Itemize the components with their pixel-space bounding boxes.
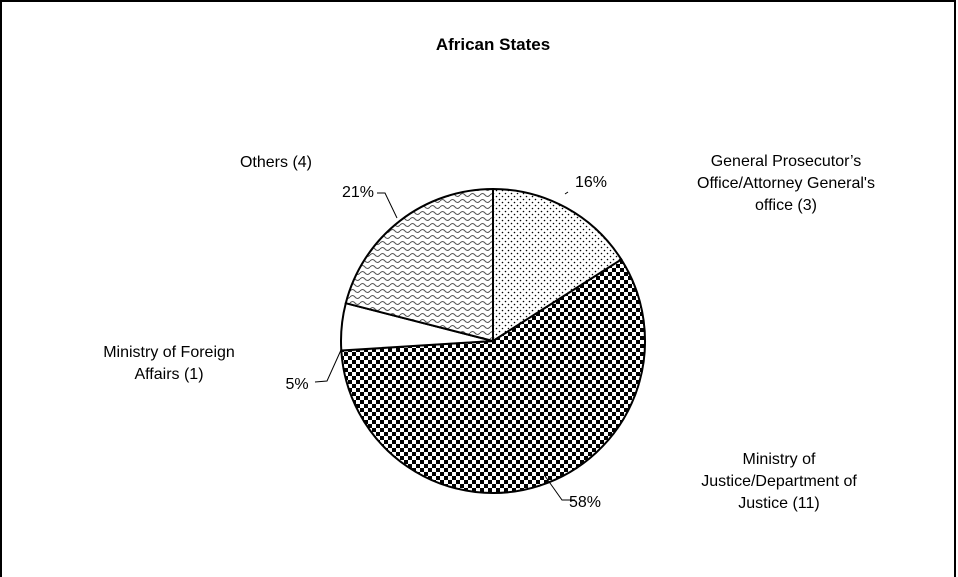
pie-slices	[340, 187, 646, 494]
pie-slice-2	[340, 258, 646, 494]
leader-line-4	[377, 192, 398, 219]
slice-category-line: General Prosecutor’s	[711, 153, 862, 170]
leader-line-3	[314, 349, 342, 383]
slice-category-line: Office/Attorney General's	[697, 175, 875, 192]
slice-percent-label: 58%	[569, 494, 601, 511]
pie-labels: 16% General Prosecutor’s Office/Attorney G…	[103, 153, 875, 512]
slice-category-label: General Prosecutor’s Office/Attorney Gene…	[697, 153, 875, 214]
slice-percent-label: 16%	[575, 174, 607, 191]
chart-title: African States	[436, 35, 550, 54]
slice-category-line: Justice (11)	[738, 495, 820, 512]
slice-category-label: Others (4)	[240, 154, 312, 171]
slice-category-line: Justice/Department of	[701, 473, 857, 490]
pie-slice-1	[492, 187, 623, 343]
slice-percent-label: 5%	[285, 376, 308, 393]
slice-category-line: Others (4)	[240, 154, 312, 171]
slice-category-label: Ministry of Foreign Affairs (1)	[103, 344, 235, 383]
leader-line-2	[544, 475, 575, 501]
leader-line-1	[564, 191, 569, 195]
slice-category-line: Affairs (1)	[134, 366, 203, 383]
pie-slice-4	[344, 187, 494, 343]
slice-category-line: Ministry of Foreign	[103, 344, 235, 361]
slice-percent-label: 21%	[342, 184, 374, 201]
slice-category-line: Ministry of	[743, 451, 816, 468]
slice-category-label: Ministry of Justice/Department of Justice …	[701, 451, 857, 512]
slice-category-line: office (3)	[755, 197, 817, 214]
